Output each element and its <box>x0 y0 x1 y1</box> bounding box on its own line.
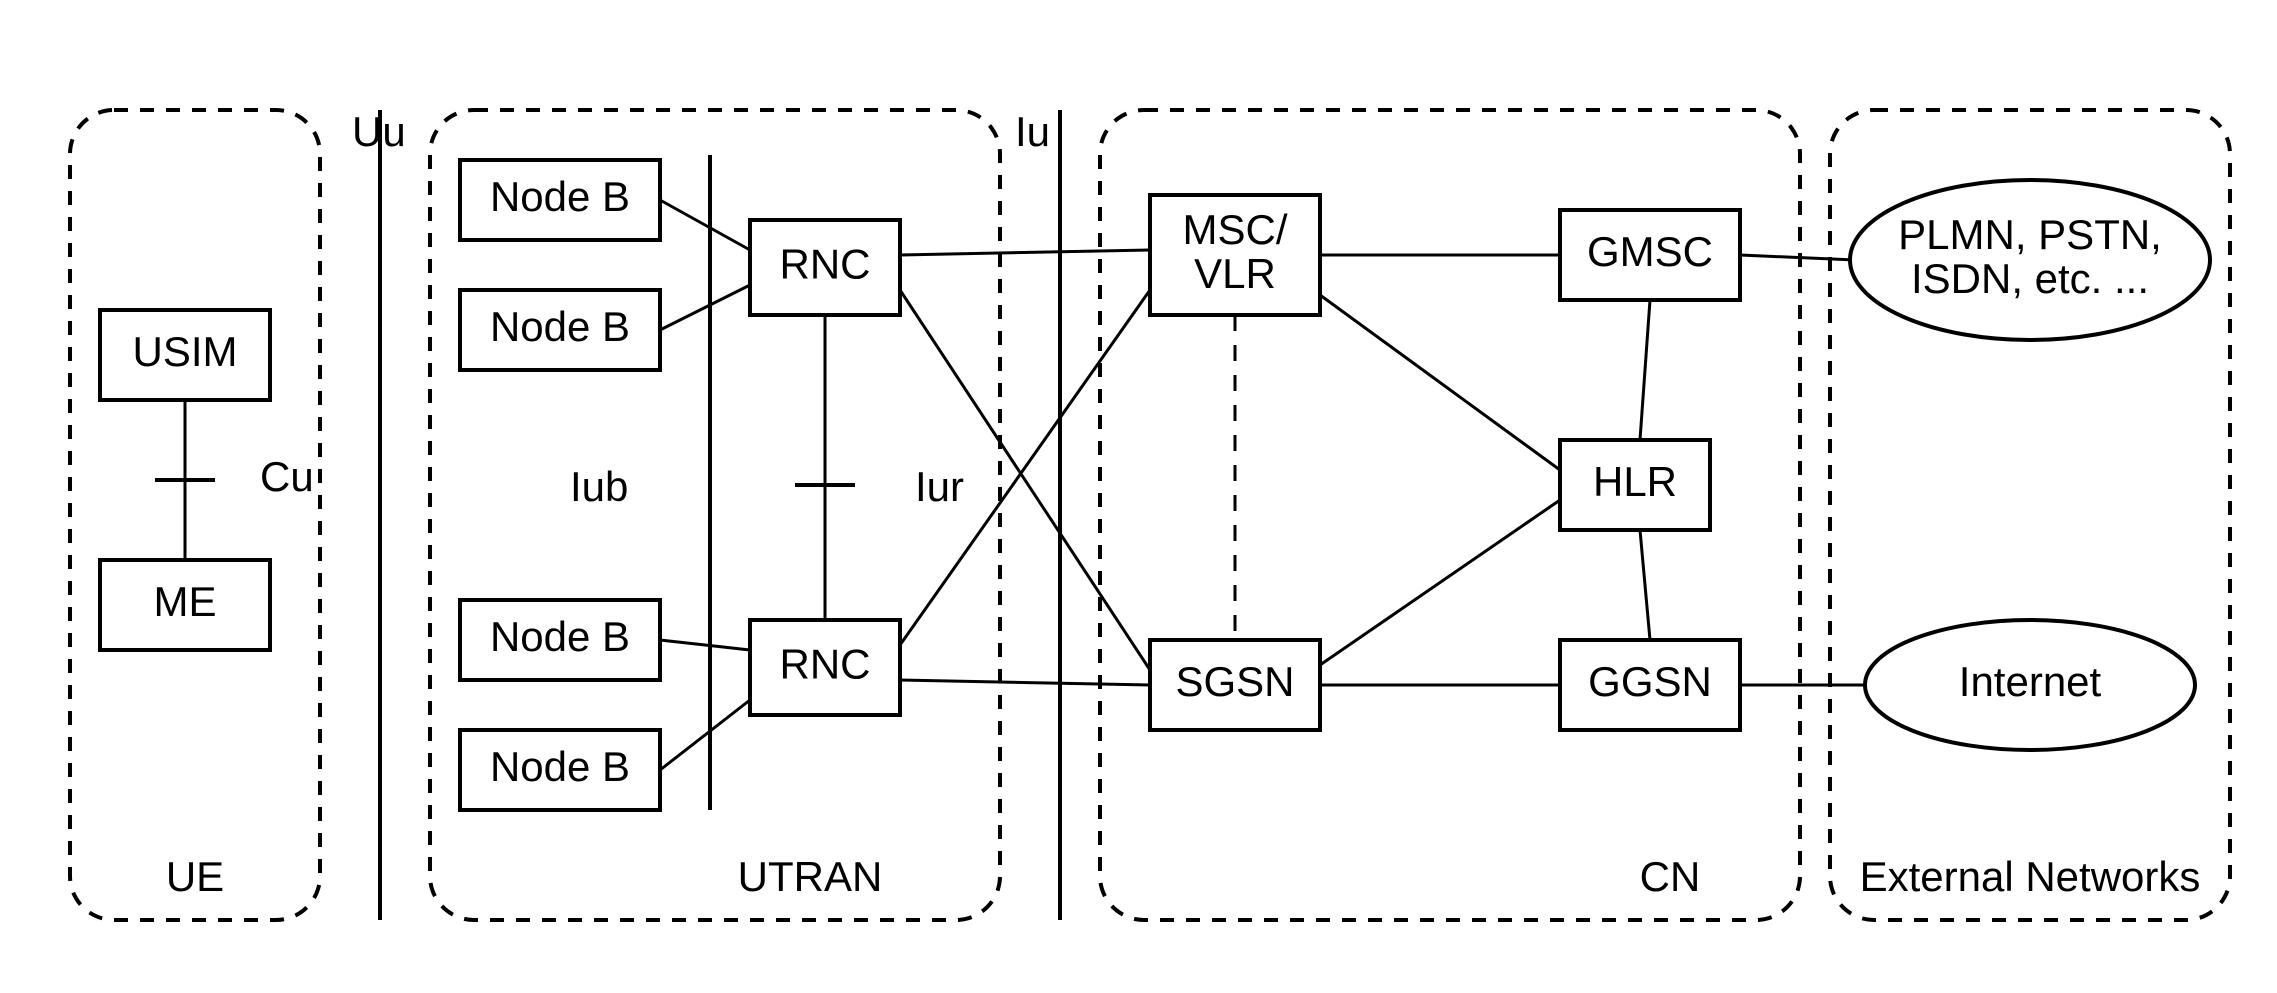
node-label-plmn: PLMN, PSTN,ISDN, etc. ... <box>1898 211 2162 302</box>
edge-rnc1-mscvlr <box>900 250 1150 255</box>
node-label-nodeb1: Node B <box>490 173 630 220</box>
node-label-nodeb4: Node B <box>490 743 630 790</box>
node-label-sgsn: SGSN <box>1175 658 1294 705</box>
edge-nodeb3-rnc2 <box>660 640 750 650</box>
edge-mscvlr-hlr <box>1320 295 1560 470</box>
edge-nodeb4-rnc2 <box>660 700 750 770</box>
node-label-mscvlr: MSC/VLR <box>1183 206 1288 297</box>
node-label-rnc2: RNC <box>780 641 871 688</box>
edge-nodeb1-rnc1 <box>660 200 750 250</box>
node-label-hlr: HLR <box>1593 458 1677 505</box>
node-label-inet: Internet <box>1959 658 2102 705</box>
group-ue <box>70 110 320 920</box>
interface-label-iu: Iu <box>1015 108 1050 155</box>
network-diagram: UE UTRAN CN External Networks Uu Iub Iu Cu Iur US… <box>0 0 2277 993</box>
group-label-ue: UE <box>166 853 224 900</box>
node-label-gmsc: GMSC <box>1587 228 1713 275</box>
group-label-utran: UTRAN <box>738 853 883 900</box>
edge-nodeb2-rnc1 <box>660 285 750 330</box>
node-label-nodeb2: Node B <box>490 303 630 350</box>
interface-label-uu: Uu <box>352 108 406 155</box>
node-label-rnc1: RNC <box>780 241 871 288</box>
edge-rnc2-sgsn <box>900 680 1150 685</box>
node-label-nodeb3: Node B <box>490 613 630 660</box>
interface-label-iur: Iur <box>915 463 964 510</box>
node-label-ggsn: GGSN <box>1588 658 1712 705</box>
interface-label-cu: Cu <box>260 453 314 500</box>
group-label-ext: External Networks <box>1860 853 2201 900</box>
edge-sgsn-hlr <box>1320 500 1560 665</box>
edge-gmsc-plmn <box>1740 255 1855 260</box>
edge-ggsn-hlr <box>1640 530 1650 640</box>
edge-gmsc-hlr <box>1640 300 1650 440</box>
interface-label-iub: Iub <box>570 463 628 510</box>
group-label-cn: CN <box>1640 853 1701 900</box>
node-label-me: ME <box>154 578 217 625</box>
node-label-usim: USIM <box>133 328 238 375</box>
